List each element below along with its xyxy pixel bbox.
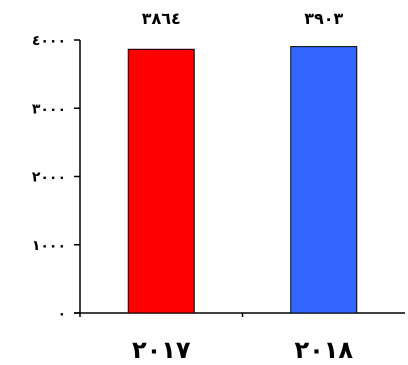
- y-tick-label: ٤٠٠٠: [32, 33, 66, 49]
- bar-value-label: ٣٨٦٤: [142, 9, 181, 28]
- plot-area: ٠ ١٠٠٠ ٢٠٠٠ ٣٠٠٠ ٤٠٠٠ ٣٨٦٤ ٢٠١٧ ٣٩٠٣ ٢٠١٨: [32, 9, 405, 364]
- y-tick-label: ١٠٠٠: [32, 238, 66, 254]
- bar-0: [127, 48, 195, 314]
- x-category-label: ٢٠١٧: [132, 336, 191, 364]
- y-tick-label: ٢٠٠٠: [32, 170, 66, 186]
- x-category-label: ٢٠١٨: [294, 336, 353, 364]
- bar-value-label: ٣٩٠٣: [304, 9, 343, 28]
- y-tick-label: ٣٠٠٠: [32, 101, 66, 117]
- bar-1: [290, 46, 358, 314]
- y-tick-label: ٠: [57, 306, 66, 322]
